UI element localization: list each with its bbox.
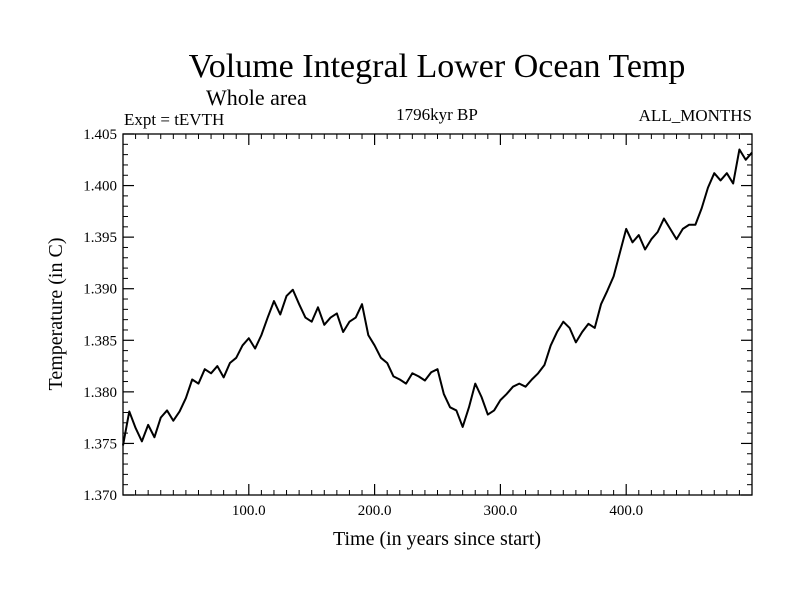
y-tick-label: 1.405	[83, 127, 117, 143]
y-tick-labels: 1.370 1.375 1.380 1.385 1.390 1.395 1.400 1.405	[83, 127, 117, 504]
chart-title: Volume Integral Lower Ocean Temp	[189, 48, 686, 85]
x-tick-labels: 100.0 200.0 300.0 400.0	[232, 503, 643, 519]
y-tick-label: 1.385	[83, 333, 117, 349]
x-tick-label: 100.0	[232, 503, 266, 519]
x-tick-label: 200.0	[358, 503, 392, 519]
temperature-series-line	[122, 148, 753, 446]
months-label: ALL_MONTHS	[639, 106, 752, 125]
y-tick-label: 1.390	[83, 282, 117, 298]
period-label: 1796kyr BP	[396, 105, 478, 124]
y-tick-label: 1.380	[83, 385, 117, 401]
tick-marks	[123, 133, 752, 496]
y-tick-label: 1.375	[83, 436, 117, 452]
y-tick-label: 1.400	[83, 179, 117, 195]
chart-subtitle: Whole area	[206, 85, 307, 110]
y-axis-label: Temperature (in C)	[45, 238, 67, 391]
x-tick-label: 400.0	[609, 503, 643, 519]
plot-frame	[122, 133, 753, 496]
x-tick-label: 300.0	[484, 503, 518, 519]
experiment-label: Expt = tEVTH	[124, 110, 224, 129]
x-axis-label: Time (in years since start)	[333, 528, 541, 550]
y-tick-label: 1.370	[83, 488, 117, 504]
y-tick-label: 1.395	[83, 230, 117, 246]
